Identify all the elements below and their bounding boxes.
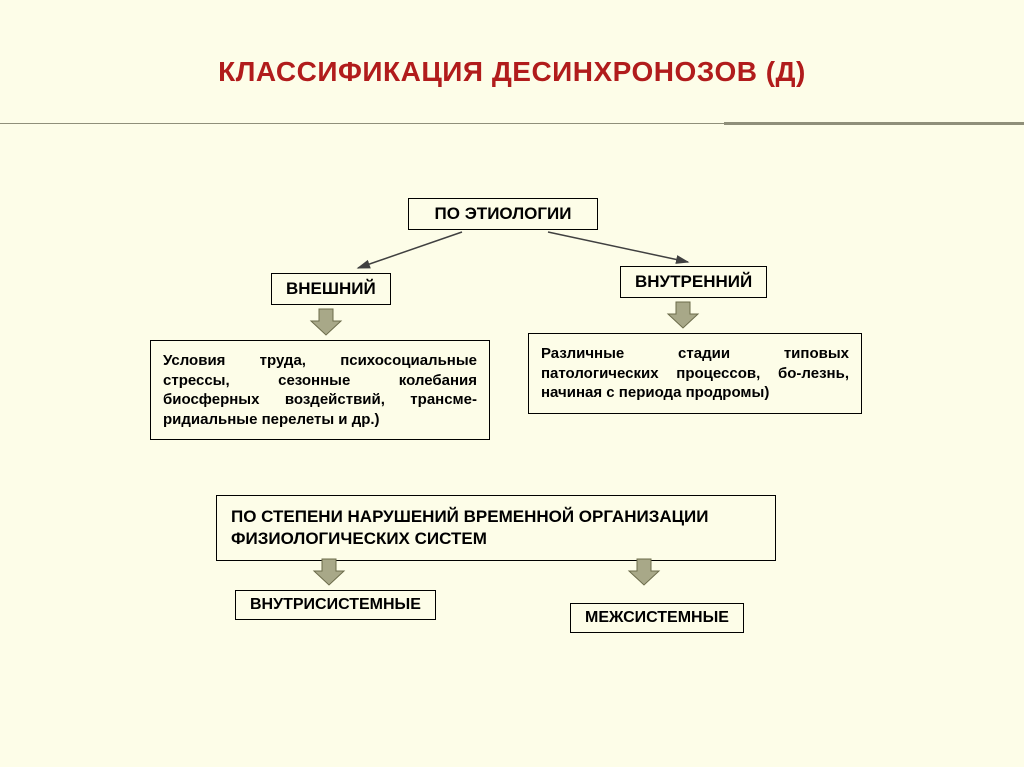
node-external: ВНЕШНИЙ — [271, 273, 391, 305]
divider — [0, 122, 1024, 125]
block-arrow-internal — [666, 300, 700, 330]
node-intrasystem: ВНУТРИСИСТЕМНЫЕ — [235, 590, 436, 620]
node-external-desc: Условия труда, психосоциальные стрессы, … — [150, 340, 490, 440]
block-arrow-intersystem — [627, 557, 661, 587]
block-arrow-external — [309, 307, 343, 337]
node-internal: ВНУТРЕННИЙ — [620, 266, 767, 298]
node-intersystem: МЕЖСИСТЕМНЫЕ — [570, 603, 744, 633]
page-title: КЛАССИФИКАЦИЯ ДЕСИНХРОНОЗОВ (Д) — [0, 0, 1024, 88]
block-arrow-intrasystem — [312, 557, 346, 587]
node-degree: ПО СТЕПЕНИ НАРУШЕНИЙ ВРЕМЕННОЙ ОРГАНИЗАЦ… — [216, 495, 776, 561]
node-root: ПО ЭТИОЛОГИИ — [408, 198, 598, 230]
edge-root-external — [350, 230, 500, 274]
edge-root-internal — [540, 230, 710, 270]
node-internal-desc: Различные стадии типовых патологических … — [528, 333, 862, 414]
